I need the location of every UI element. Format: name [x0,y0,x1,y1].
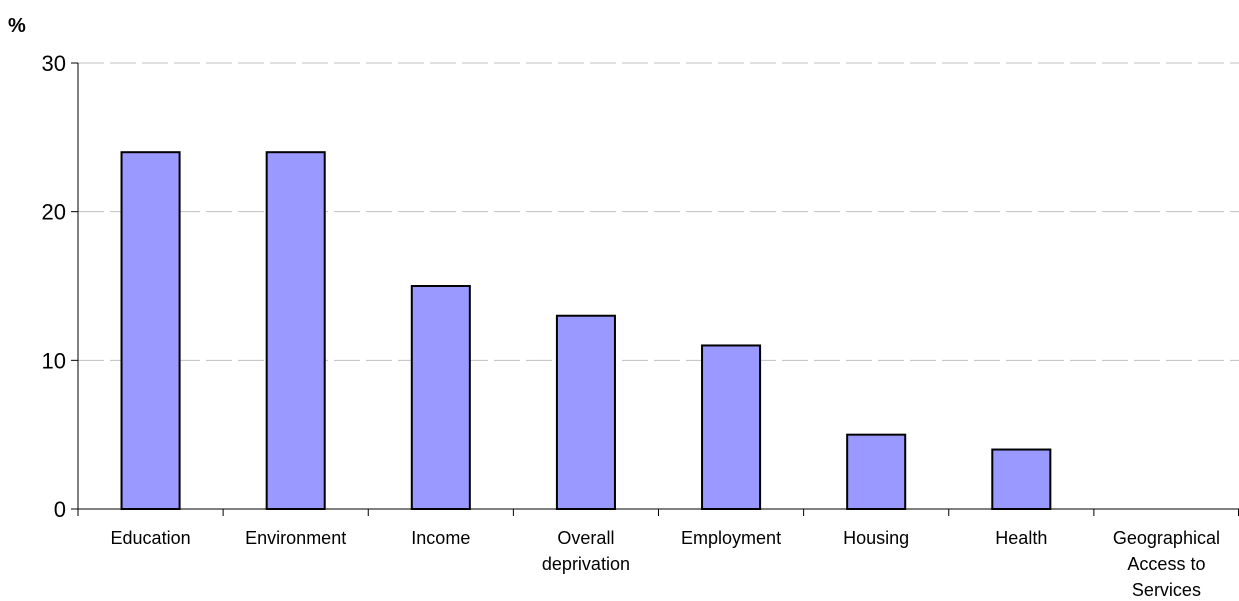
y-tick-label: 20 [42,200,66,225]
x-tick-label: Housing [843,528,909,548]
x-tick-label-line: Education [111,528,191,548]
y-axis-label: % [8,15,26,37]
x-tick-label: Employment [681,528,781,548]
x-tick-label-line: Income [411,528,470,548]
y-tick-label: 30 [42,51,66,76]
x-tick-label: Education [111,528,191,548]
x-tick-label: Income [411,528,470,548]
x-tick-label: Overall deprivation [542,528,630,574]
x-tick-label-line: Employment [681,528,781,548]
x-tick-label: Geographical Access to Services [1113,528,1220,600]
x-tick-label: Environment [245,528,346,548]
bar [555,314,616,510]
x-tick-label-line: Overall [557,528,614,548]
y-tick-label: 0 [54,497,66,522]
x-tick-label: Health [995,528,1047,548]
y-axis-ticks: 0 10 20 30 [42,51,78,522]
x-tick-label-line: Environment [245,528,346,548]
bar [846,433,907,510]
bar [701,344,762,511]
bar [120,151,181,510]
x-tick-label-line: Housing [843,528,909,548]
axes [77,63,1239,510]
x-axis-ticks [77,509,1239,516]
bar [991,448,1052,510]
x-tick-label-line: deprivation [542,554,630,574]
bar [265,151,326,510]
x-tick-label-line: Access to [1127,554,1205,574]
gridlines [78,62,1239,361]
bars [120,151,1052,511]
x-tick-label-line: Services [1132,580,1201,600]
x-tick-label-line: Geographical [1113,528,1220,548]
y-tick-label: 10 [42,348,66,373]
x-axis-labels: Education Environment Income Overall depriva… [111,528,1220,600]
x-tick-label-line: Health [995,528,1047,548]
bar [410,285,471,510]
